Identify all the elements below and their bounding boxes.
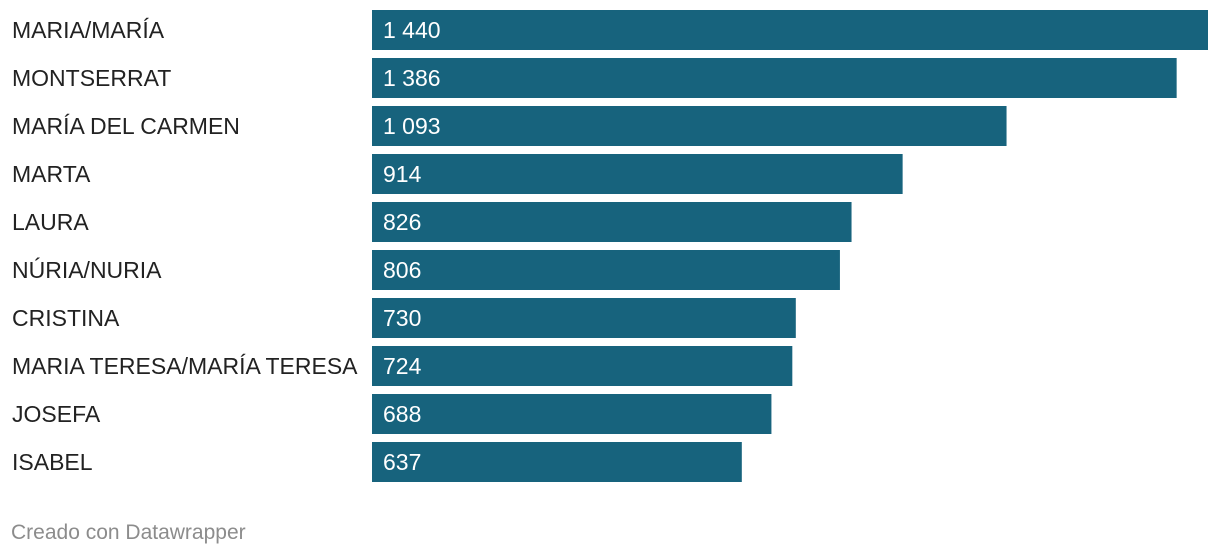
bar-value-label-laura: 826 [383,209,421,235]
bar-row-maria-maria: MARIA/MARÍA 1 440 [12,10,1208,50]
category-label-nuria-nuria: NÚRIA/NURIA [12,257,162,283]
bar-value-label-marta: 914 [383,161,422,187]
bar-value-label-cristina: 730 [383,305,421,331]
bar-row-montserrat: MONTSERRAT 1 386 [12,58,1177,98]
bar-value-label-isabel: 637 [383,449,421,475]
category-label-josefa: JOSEFA [12,401,101,427]
bar-josefa [372,394,772,434]
bar-isabel [372,442,742,482]
bar-maria-teresa-maria-teresa [372,346,793,386]
category-label-marta: MARTA [12,161,91,187]
bar-chart: MARIA/MARÍA 1 440 MONTSERRAT 1 386 MARÍA DEL… [12,10,1208,482]
bar-row-isabel: ISABEL 637 [12,442,742,482]
bar-value-label-montserrat: 1 386 [383,65,441,91]
category-label-maria-maria: MARIA/MARÍA [12,17,165,43]
credit-text: Creado con Datawrapper [11,521,246,544]
bar-row-laura: LAURA 826 [12,202,852,242]
bar-maria-maria [372,10,1208,50]
bar-marta [372,154,903,194]
bar-cristina [372,298,796,338]
category-label-montserrat: MONTSERRAT [12,65,171,91]
bar-row-josefa: JOSEFA 688 [12,394,772,434]
bar-montserrat [372,58,1177,98]
bar-row-maria-del-carmen: MARÍA DEL CARMEN 1 093 [12,106,1007,146]
bar-maria-del-carmen [372,106,1007,146]
bar-value-label-josefa: 688 [383,401,421,427]
bar-value-label-maria-del-carmen: 1 093 [383,113,441,139]
bar-laura [372,202,852,242]
bar-row-nuria-nuria: NÚRIA/NURIA 806 [12,250,840,290]
category-label-cristina: CRISTINA [12,305,120,331]
bar-value-label-maria-maria: 1 440 [383,17,441,43]
bar-row-cristina: CRISTINA 730 [12,298,796,338]
bar-nuria-nuria [372,250,840,290]
bar-row-marta: MARTA 914 [12,154,903,194]
bar-value-label-nuria-nuria: 806 [383,257,421,283]
bar-value-label-maria-teresa-maria-teresa: 724 [383,353,422,379]
category-label-laura: LAURA [12,209,89,235]
bar-row-maria-teresa-maria-teresa: MARIA TERESA/MARÍA TERESA 724 [12,346,793,386]
category-label-maria-del-carmen: MARÍA DEL CARMEN [12,113,240,139]
category-label-isabel: ISABEL [12,449,93,475]
category-label-maria-teresa-maria-teresa: MARIA TERESA/MARÍA TERESA [12,353,358,379]
